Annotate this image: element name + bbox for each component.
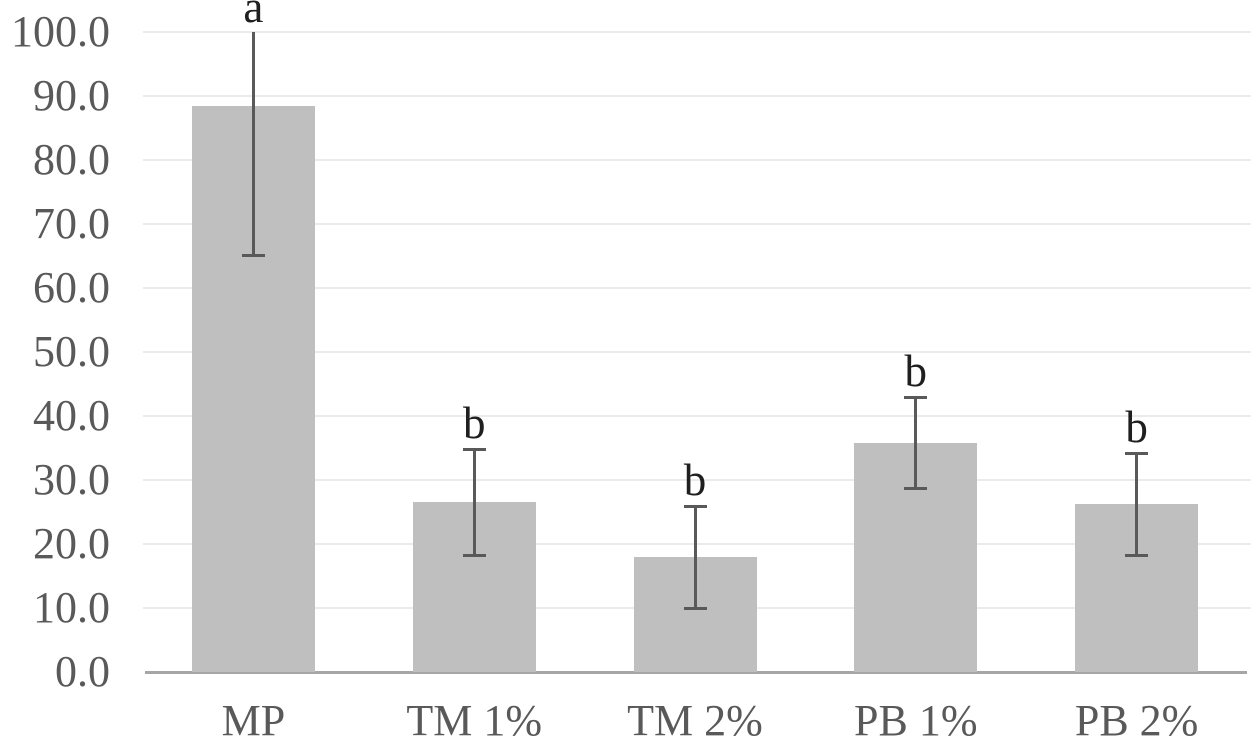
- error-bar-line: [693, 504, 697, 610]
- error-bar-cap-bottom: [241, 253, 265, 257]
- x-tick-label-pb-2-: PB 2%: [1074, 696, 1199, 743]
- x-tick-label-pb-1-: PB 1%: [854, 696, 978, 743]
- gridline: [143, 159, 1251, 161]
- y-tick-label: 70.0: [33, 199, 110, 248]
- y-tick-label: 20.0: [33, 519, 110, 568]
- y-tick-label: 10.0: [33, 583, 110, 632]
- gridline: [143, 95, 1251, 97]
- y-tick-label: 40.0: [33, 391, 110, 440]
- error-bar-cap-top: [462, 448, 486, 451]
- x-axis-line: [145, 671, 1247, 674]
- significance-letter: a: [243, 0, 264, 32]
- error-bar-line: [1135, 451, 1139, 557]
- y-tick-label: 30.0: [33, 455, 110, 504]
- x-tick-label-tm-1-: TM 1%: [406, 696, 543, 743]
- y-tick-label: 90.0: [33, 71, 110, 120]
- error-bar-cap-bottom: [904, 486, 928, 490]
- error-bar-cap-top: [1125, 451, 1149, 455]
- error-bar-line: [914, 396, 918, 490]
- error-bar-cap-bottom: [462, 553, 486, 557]
- significance-letter: b: [1125, 401, 1148, 452]
- x-tick-label-tm-2-: TM 2%: [627, 696, 763, 743]
- error-bar-cap-bottom: [683, 606, 707, 610]
- significance-letter: b: [904, 346, 928, 397]
- error-bar-cap-bottom: [1125, 553, 1149, 557]
- gridline: [143, 223, 1251, 225]
- error-bar-line: [251, 32, 255, 257]
- significance-letter: b: [462, 398, 486, 448]
- error-bar-cap-top: [904, 396, 928, 400]
- y-tick-label: 80.0: [33, 135, 110, 184]
- gridline: [143, 415, 1251, 417]
- y-tick-label: 0.0: [55, 647, 110, 696]
- gridline: [143, 351, 1251, 353]
- significance-letter: b: [683, 454, 707, 505]
- error-bar-cap-top: [683, 504, 707, 508]
- y-tick-label: 60.0: [33, 263, 110, 312]
- y-tick-label: 100.0: [11, 7, 110, 56]
- y-tick-label: 50.0: [33, 327, 110, 376]
- gridline: [143, 543, 1251, 545]
- gridline: [143, 287, 1251, 289]
- gridline: [143, 31, 1251, 33]
- x-tick-label-mp: MP: [221, 696, 286, 743]
- gridline: [143, 479, 1251, 481]
- error-bar-line: [472, 448, 476, 557]
